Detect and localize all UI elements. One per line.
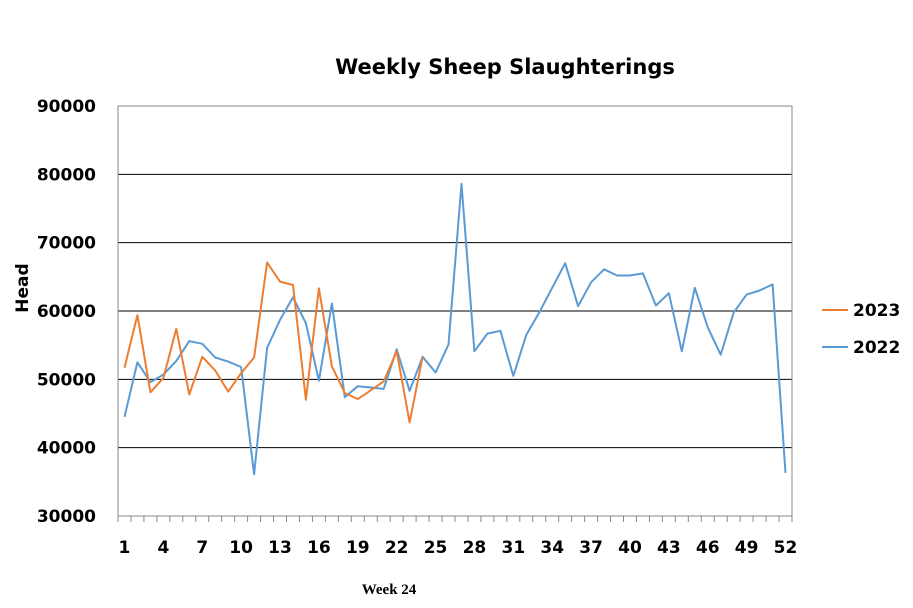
x-tick-label: 40: [618, 538, 642, 558]
y-axis-title: Head: [13, 263, 33, 312]
x-tick-label: 37: [579, 538, 603, 558]
x-tick-label: 31: [501, 538, 525, 558]
y-tick-label: 60000: [37, 302, 96, 322]
x-tick-label: 10: [229, 538, 253, 558]
y-tick-label: 70000: [37, 234, 96, 254]
x-tick-label: 13: [268, 538, 292, 558]
x-tick-label: 25: [424, 538, 448, 558]
series-line-2022: [123, 182, 787, 476]
y-tick-label: 40000: [37, 439, 96, 459]
x-tick-label: 43: [657, 538, 681, 558]
gridlines: [118, 173, 792, 449]
x-tick-label: 19: [346, 538, 370, 558]
chart-title: Weekly Sheep Slaughterings: [335, 55, 675, 79]
x-tick-label: 49: [735, 538, 759, 558]
y-tick-label: 30000: [37, 507, 96, 527]
x-tick-label: 52: [774, 538, 798, 558]
x-tick-label: 28: [463, 538, 487, 558]
y-tick-label: 90000: [37, 97, 96, 117]
x-tick-label: 7: [196, 538, 208, 558]
x-axis-ticks: [117, 516, 793, 522]
legend-label: 2023: [853, 301, 900, 321]
legend: 2023 2022: [822, 301, 900, 358]
y-tick-label: 80000: [37, 165, 96, 185]
series-layer: [123, 182, 787, 476]
legend-label: 2022: [853, 338, 900, 358]
x-axis-tick-labels: 1 4 7 10 13 16 19 22 25 28 31 34 37 40 43 46 49 52: [119, 538, 798, 558]
x-tick-label: 22: [385, 538, 409, 558]
y-axis-tick-labels: 30000 40000 50000 60000 70000 80000 90000: [37, 97, 96, 527]
x-tick-label: 16: [307, 538, 331, 558]
series-line-2023: [123, 261, 424, 424]
x-tick-label: 34: [540, 538, 564, 558]
x-axis-title: Week 24: [362, 582, 417, 598]
y-tick-label: 50000: [37, 370, 96, 390]
x-tick-label: 1: [119, 538, 131, 558]
x-tick-label: 46: [696, 538, 720, 558]
x-tick-label: 4: [157, 538, 169, 558]
